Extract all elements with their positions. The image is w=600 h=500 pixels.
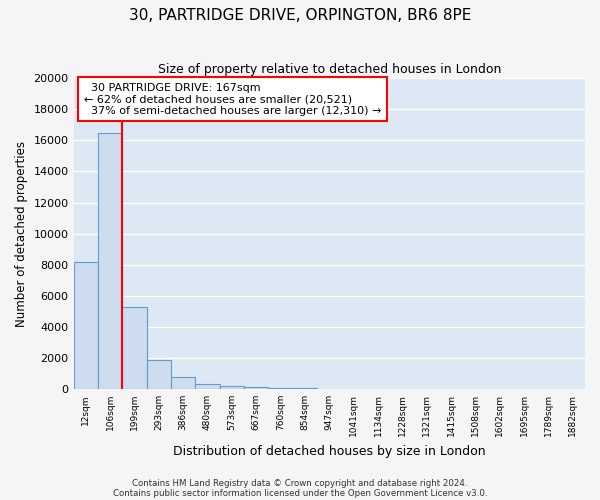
Text: Contains HM Land Registry data © Crown copyright and database right 2024.: Contains HM Land Registry data © Crown c… xyxy=(132,478,468,488)
Text: 30 PARTRIDGE DRIVE: 167sqm
← 62% of detached houses are smaller (20,521)
  37% o: 30 PARTRIDGE DRIVE: 167sqm ← 62% of deta… xyxy=(84,82,381,116)
Bar xyxy=(268,388,293,389)
Bar xyxy=(220,386,244,389)
Bar xyxy=(171,376,196,389)
Bar xyxy=(244,387,268,389)
Text: Contains public sector information licensed under the Open Government Licence v3: Contains public sector information licen… xyxy=(113,488,487,498)
Title: Size of property relative to detached houses in London: Size of property relative to detached ho… xyxy=(158,62,501,76)
Bar xyxy=(196,384,220,389)
X-axis label: Distribution of detached houses by size in London: Distribution of detached houses by size … xyxy=(173,444,485,458)
Text: 30, PARTRIDGE DRIVE, ORPINGTON, BR6 8PE: 30, PARTRIDGE DRIVE, ORPINGTON, BR6 8PE xyxy=(129,8,471,22)
Y-axis label: Number of detached properties: Number of detached properties xyxy=(15,140,28,326)
Bar xyxy=(98,132,122,389)
Bar xyxy=(74,262,98,389)
Bar xyxy=(122,306,146,389)
Bar xyxy=(293,388,317,389)
Bar xyxy=(146,360,171,389)
